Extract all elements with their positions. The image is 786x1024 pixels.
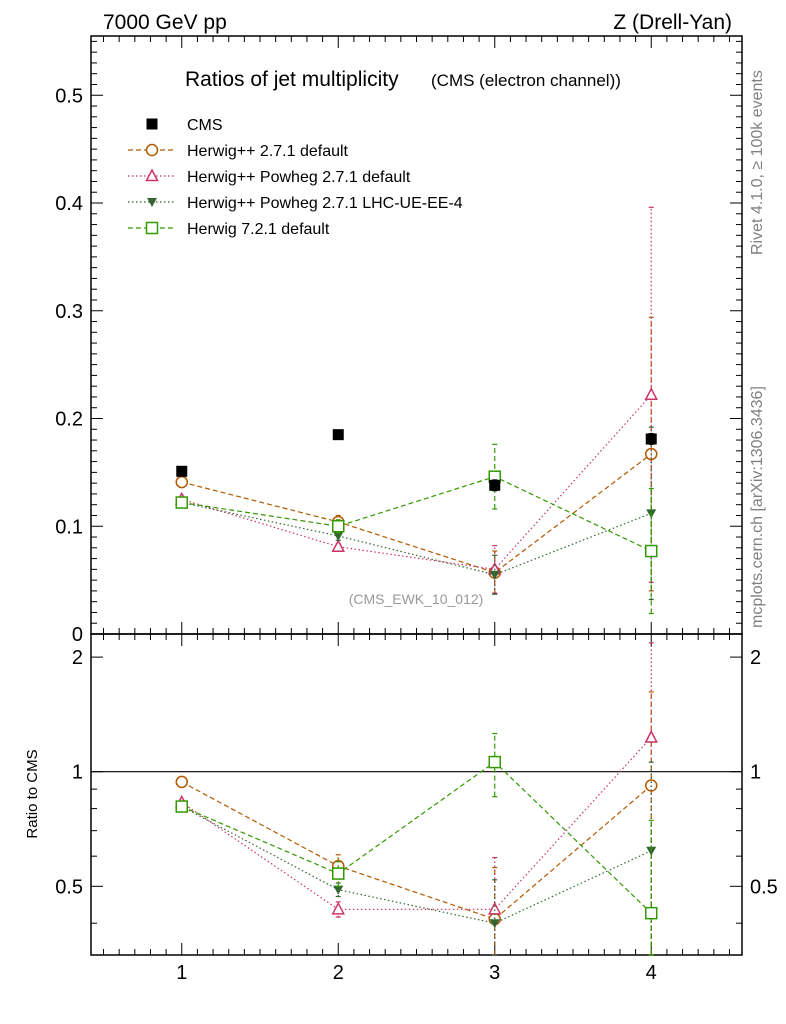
legend-label: Herwig++ Powheg 2.7.1 LHC-UE-EE-4 xyxy=(187,195,463,212)
ratio-y-tick-label-left: 0.5 xyxy=(55,876,83,898)
main-data-point xyxy=(333,531,344,541)
ratio-y-tick-label-left: 2 xyxy=(72,647,83,669)
main-data-point xyxy=(331,539,345,552)
main-series-layer xyxy=(175,206,658,615)
ratio-series-layer xyxy=(175,642,658,956)
main-data-point xyxy=(644,387,658,401)
ratio-data-point xyxy=(489,919,500,929)
legend: CMS Herwig++ 2.7.1 default Herwig++ Powheg… xyxy=(128,117,463,238)
ratio-data-point xyxy=(331,901,345,915)
main-y-tick-label: 0.2 xyxy=(55,409,83,431)
ratio-series-line xyxy=(181,781,652,920)
legend-label: Herwig++ Powheg 2.7.1 default xyxy=(187,169,411,186)
main-series-line xyxy=(181,394,652,570)
legend-marker xyxy=(146,118,158,130)
rivet-caption: Rivet 4.1.0, ≥ 100k events xyxy=(749,70,766,255)
legend-label: Herwig++ 2.7.1 default xyxy=(187,143,349,160)
main-y-tick-label: 0.5 xyxy=(55,85,83,107)
ratio-axis-ticks xyxy=(91,634,742,955)
ratio-data-point xyxy=(646,846,657,856)
ratio-series-line xyxy=(181,737,652,910)
x-tick-label: 1 xyxy=(176,962,187,984)
main-y-tick-label: 0.1 xyxy=(55,516,83,538)
main-panel: 0 0.1 0.2 0.3 0.4 0.5 Ratios of jet multiplic… xyxy=(55,35,743,646)
legend-item: Herwig 7.2.1 default xyxy=(128,221,330,238)
x-tick-label: 4 xyxy=(646,962,657,984)
ratio-y-tick-label-right: 2 xyxy=(750,647,761,669)
process-label: Z (Drell-Yan) xyxy=(613,11,732,34)
ratio-data-point xyxy=(488,901,502,915)
main-data-point xyxy=(175,496,189,509)
ratio-series-herwig-powheg-2-7-1-lhc-ue-ee-4 xyxy=(176,761,657,956)
main-series-herwig-powheg-2-7-1-lhc-ue-ee-4 xyxy=(176,426,657,601)
main-data-point xyxy=(332,429,344,441)
chart-subtitle: (CMS (electron channel)) xyxy=(431,71,621,90)
legend-label: CMS xyxy=(187,117,223,134)
main-data-point xyxy=(489,479,501,491)
main-series-herwig-powheg-2-7-1-default xyxy=(175,206,658,594)
ratio-series-herwig-2-7-1-default xyxy=(175,691,658,956)
ratio-data-point xyxy=(333,885,344,895)
ratio-y-axis-label: Ratio to CMS xyxy=(24,749,41,838)
energy-label: 7000 GeV pp xyxy=(103,11,227,34)
main-y-tick-label: 0 xyxy=(72,624,83,646)
main-series-cms xyxy=(176,429,657,492)
ratio-data-point xyxy=(488,755,501,769)
main-data-point xyxy=(645,433,657,445)
ratio-data-point xyxy=(332,867,345,880)
ratio-panel: 0.5 1 2 0.5 1 2 1 2 3 4 Ratio to CMS xyxy=(24,633,778,984)
chart-title: Ratios of jet multiplicity xyxy=(185,68,399,91)
main-y-tick-label: 0.3 xyxy=(55,301,83,323)
main-series-herwig-2-7-1-default xyxy=(175,316,658,595)
legend-item: Herwig++ Powheg 2.7.1 LHC-UE-EE-4 xyxy=(128,195,463,212)
x-tick-labels: 1 2 3 4 xyxy=(176,962,657,984)
legend-marker xyxy=(145,221,159,235)
ratio-series-herwig-powheg-2-7-1-default xyxy=(175,642,658,956)
main-data-point xyxy=(644,544,658,558)
legend-marker xyxy=(145,143,159,157)
ratio-series-line xyxy=(181,761,652,914)
mcplots-caption: mcplots.cern.ch [arXiv:1306.3436] xyxy=(749,386,766,628)
main-data-point xyxy=(175,475,189,489)
ratio-data-point xyxy=(644,729,658,743)
legend-label: Herwig 7.2.1 default xyxy=(187,221,330,238)
main-y-tick-labels: 0 0.1 0.2 0.3 0.4 0.5 xyxy=(55,85,83,646)
main-data-point xyxy=(489,570,500,580)
main-data-point xyxy=(332,520,345,533)
ratio-series-herwig-7-2-1-default xyxy=(175,732,658,956)
main-series-line xyxy=(181,501,652,576)
main-y-tick-label: 0.4 xyxy=(55,193,83,215)
main-data-point xyxy=(176,465,188,477)
ratio-data-point xyxy=(175,800,189,813)
ratio-y-tick-label-right: 1 xyxy=(750,762,761,784)
ratio-data-point xyxy=(175,775,189,789)
x-tick-label: 2 xyxy=(333,962,344,984)
main-series-herwig-7-2-1-default xyxy=(175,443,658,615)
analysis-tag: (CMS_EWK_10_012) xyxy=(349,591,484,607)
legend-item: Herwig++ 2.7.1 default xyxy=(128,143,349,160)
main-axis-ticks xyxy=(91,36,742,635)
ratio-y-tick-labels: 0.5 1 2 0.5 1 2 xyxy=(55,647,778,898)
legend-marker xyxy=(145,168,159,182)
legend-marker xyxy=(147,198,157,207)
ratio-y-tick-label-right: 0.5 xyxy=(750,876,778,898)
legend-item: CMS xyxy=(146,117,223,134)
main-series-line xyxy=(181,476,652,552)
ratio-y-tick-label-left: 1 xyxy=(72,762,83,784)
ratio-series-line xyxy=(181,806,652,924)
x-tick-label: 3 xyxy=(489,962,500,984)
legend-item: Herwig++ Powheg 2.7.1 default xyxy=(128,168,411,186)
ratio-data-point xyxy=(644,906,658,920)
